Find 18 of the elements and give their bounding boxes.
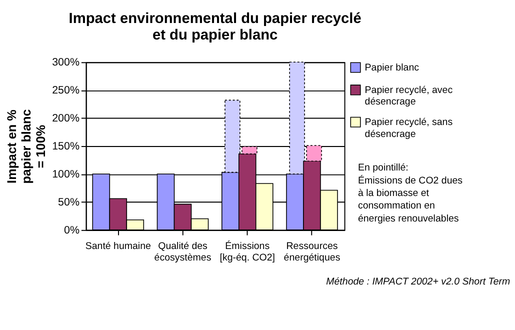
y-tick-label: 250% xyxy=(52,84,80,97)
y-tick-label: 100% xyxy=(52,168,80,180)
x-tick-label: Ressources énergétiques xyxy=(284,240,340,264)
legend-label: Papier blanc xyxy=(364,62,420,74)
y-tick-label: 50% xyxy=(58,196,80,208)
y-tick-label: 200% xyxy=(52,112,80,124)
legend-label: Papier recyclé, sans désencrage xyxy=(364,117,453,140)
text: Méthode : IMPACT 2002+ v2.0 Short Term xyxy=(326,276,510,288)
x-tick-label: Santé humaine xyxy=(85,240,151,252)
y-axis-title: Impact en % papier blanc = 100% xyxy=(4,109,48,184)
y-tick-label: 150% xyxy=(52,140,80,152)
x-tick-label: Qualité des écosystèmes xyxy=(154,240,212,264)
legend-label: Papier recyclé, avec désencrage xyxy=(364,84,453,108)
y-tick-label: 300% xyxy=(52,56,80,69)
text: En pointillé: Émissions de CO2 dues à la biomasse et consommation en énergies renouvelables xyxy=(358,162,463,224)
y-tick-label: 0% xyxy=(64,224,80,236)
x-tick-label: Émissions [kg-éq. CO2] xyxy=(220,240,276,264)
chart-title: Impact environnemental du papier recyclé et du papier blanc xyxy=(68,11,362,44)
